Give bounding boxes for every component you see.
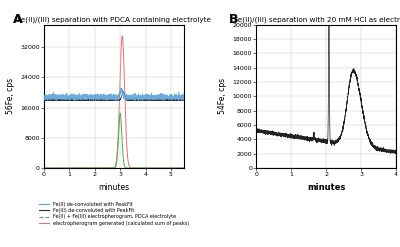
Text: B: B: [228, 13, 238, 26]
Y-axis label: 54Fe, cps: 54Fe, cps: [218, 78, 227, 114]
Title: Fe(II)/(III) separation with 20 mM HCl as electrolyte: Fe(II)/(III) separation with 20 mM HCl a…: [234, 17, 400, 23]
Legend: Fe(II) de-convoluted with PeakFit, Fe(III) de-convoluted with PeakFit, Fe(II) + : Fe(II) de-convoluted with PeakFit, Fe(II…: [40, 202, 189, 226]
Y-axis label: 56Fe, cps: 56Fe, cps: [6, 78, 15, 114]
X-axis label: minutes: minutes: [307, 183, 345, 192]
Text: A: A: [13, 13, 23, 26]
Title: Fe(II)/(III) separation with PDCA containing electrolyte: Fe(II)/(III) separation with PDCA contai…: [17, 17, 211, 23]
X-axis label: minutes: minutes: [98, 183, 130, 192]
